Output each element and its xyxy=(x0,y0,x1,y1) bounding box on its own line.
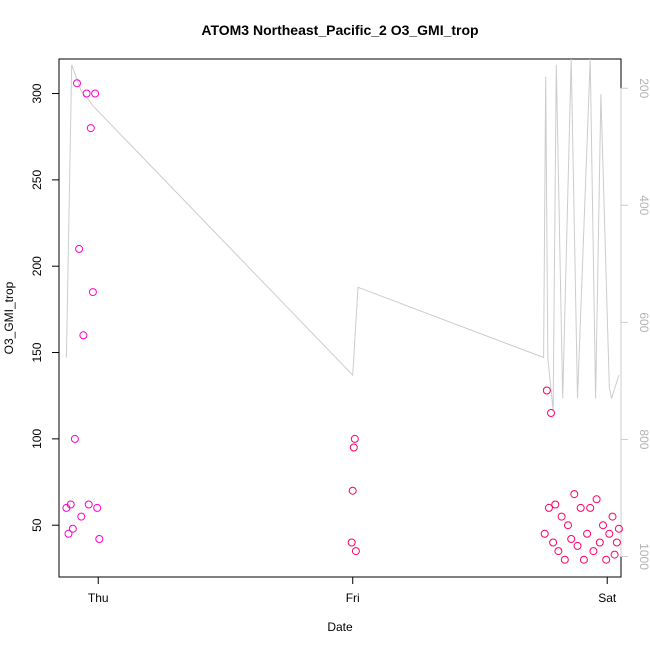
data-point xyxy=(68,524,77,533)
x-tick-label: Thu xyxy=(88,591,109,605)
data-point xyxy=(350,434,359,443)
plot-frame xyxy=(58,58,622,578)
data-point xyxy=(605,529,614,538)
data-point xyxy=(551,500,560,509)
data-point xyxy=(88,288,97,297)
data-point xyxy=(573,541,582,550)
y-tick-label: 250 xyxy=(30,170,44,190)
y-tick-label: 300 xyxy=(30,83,44,103)
x-tick-label: Fri xyxy=(346,591,360,605)
data-point xyxy=(567,535,576,543)
data-point xyxy=(84,500,93,509)
data-point xyxy=(547,409,555,417)
data-point xyxy=(82,89,91,98)
axes: 50 100 150 200 250 300 Thu Fri Sat 200 400 600 800 10… xyxy=(30,58,650,605)
y-tick-label: 150 xyxy=(30,342,44,362)
y-tick-label: 50 xyxy=(30,518,44,532)
data-point xyxy=(542,386,551,395)
data-point xyxy=(347,538,356,547)
pressure-line-layer xyxy=(65,59,620,411)
data-point xyxy=(592,495,601,504)
data-point xyxy=(75,244,84,253)
x-tick-label: Sat xyxy=(598,591,617,605)
data-point xyxy=(583,529,592,538)
pressure-line xyxy=(65,59,620,411)
data-point xyxy=(79,331,88,340)
data-point xyxy=(77,512,86,521)
data-point xyxy=(570,490,579,499)
data-point xyxy=(91,89,100,98)
data-point xyxy=(612,538,621,547)
y2-tick-label: 800 xyxy=(637,429,650,449)
data-point xyxy=(73,79,81,88)
data-point xyxy=(579,555,588,564)
data-point xyxy=(93,503,102,512)
points-layer xyxy=(62,79,623,564)
y2-tick-label: 1000 xyxy=(637,543,650,570)
y2-tick-label: 200 xyxy=(637,78,650,98)
data-point xyxy=(608,512,617,521)
data-point xyxy=(70,434,79,443)
data-point xyxy=(602,555,611,564)
y2-tick-label: 400 xyxy=(637,195,650,215)
data-point xyxy=(554,547,563,556)
data-point xyxy=(549,538,558,547)
chart-title: ATOM3 Northeast_Pacific_2 O3_GMI_trop xyxy=(201,22,478,38)
data-point xyxy=(564,521,572,530)
y2-tick-label: 600 xyxy=(637,312,650,332)
data-point xyxy=(64,529,73,538)
data-point xyxy=(349,443,358,452)
data-point xyxy=(348,486,357,495)
data-point xyxy=(86,124,95,133)
x-axis-label: Date xyxy=(327,620,353,634)
data-point xyxy=(614,524,623,533)
data-point xyxy=(95,535,104,543)
data-point xyxy=(589,547,598,556)
data-point xyxy=(586,503,595,512)
data-point xyxy=(595,538,604,547)
y-tick-label: 200 xyxy=(30,256,44,276)
data-point xyxy=(599,521,607,530)
y-tick-label: 100 xyxy=(30,429,44,449)
data-point xyxy=(544,503,553,512)
data-point xyxy=(351,547,360,556)
data-point xyxy=(66,500,75,509)
data-point xyxy=(557,512,566,521)
data-point xyxy=(560,555,569,564)
data-point xyxy=(540,529,549,538)
y-axis-label: O3_GMI_trop xyxy=(2,281,16,354)
data-point xyxy=(576,503,585,512)
data-point xyxy=(610,550,619,559)
